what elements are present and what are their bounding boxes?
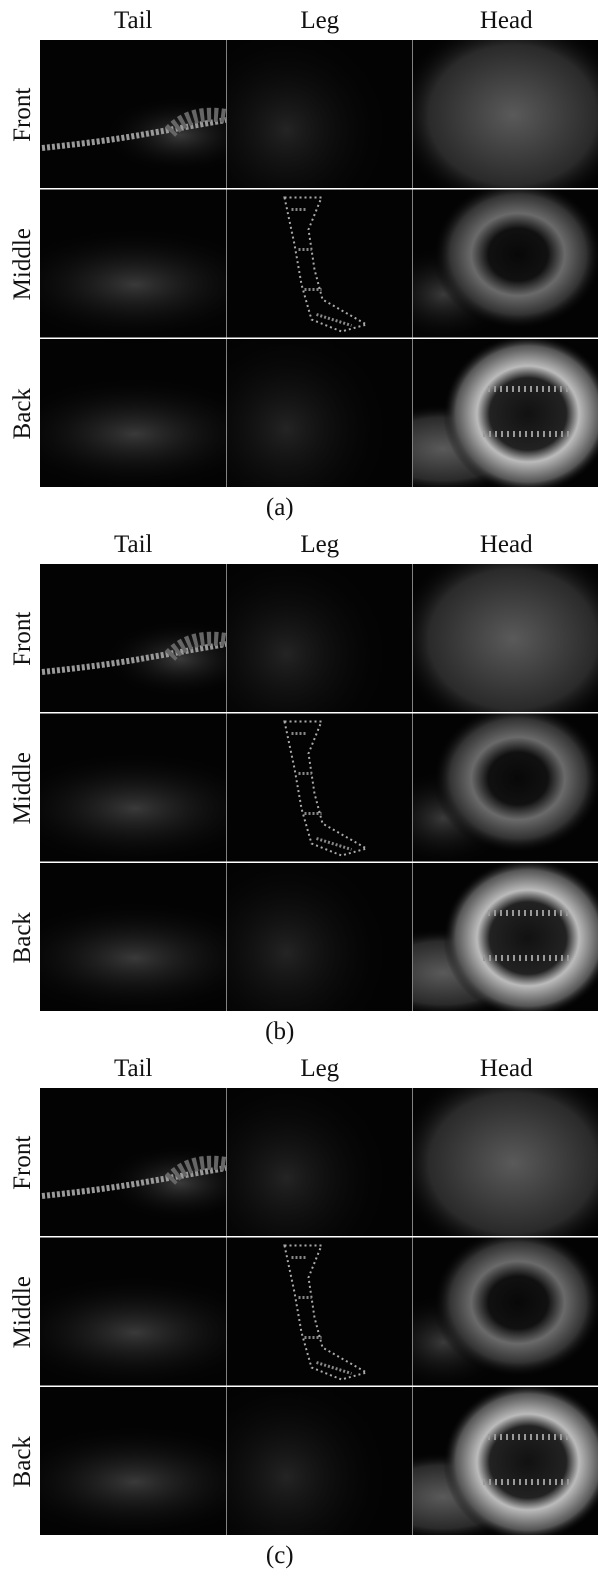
image-cell [393, 539, 598, 739]
page: Tail Leg Head Front Middle Back (a) Tail Leg Head… [0, 0, 598, 1574]
ring [433, 180, 598, 330]
image-cell [393, 15, 598, 215]
image-cell [227, 1238, 413, 1386]
image-cell [227, 190, 413, 338]
image-background [227, 714, 413, 862]
figure: Tail Leg Head Front Middle Back (a) Tail Leg Head… [0, 0, 598, 1574]
column-header: Leg [300, 1055, 339, 1082]
row-header: Back [9, 912, 36, 964]
column-header: Head [480, 1055, 533, 1082]
column-header: Tail [114, 531, 153, 558]
panel-label: (c) [266, 1542, 294, 1569]
ring [433, 1228, 598, 1378]
row-header: Front [9, 88, 36, 142]
column-header: Head [480, 531, 533, 558]
image-cell [227, 714, 413, 862]
ring [433, 704, 598, 854]
column-header: Tail [114, 7, 153, 34]
column-header: Leg [300, 7, 339, 34]
row-header: Middle [9, 1276, 36, 1348]
panel-label: (b) [265, 1018, 294, 1045]
column-header: Tail [114, 1055, 153, 1082]
column-header: Leg [300, 531, 339, 558]
image-background [227, 1238, 413, 1386]
row-header: Back [9, 388, 36, 440]
column-header: Head [480, 7, 533, 34]
image-background [227, 190, 413, 338]
row-header: Middle [9, 752, 36, 824]
panel-label: (a) [266, 494, 294, 521]
row-header: Front [9, 612, 36, 666]
row-header: Back [9, 1436, 36, 1488]
row-header: Middle [9, 228, 36, 300]
row-header: Front [9, 1136, 36, 1190]
image-cell [393, 1063, 598, 1263]
